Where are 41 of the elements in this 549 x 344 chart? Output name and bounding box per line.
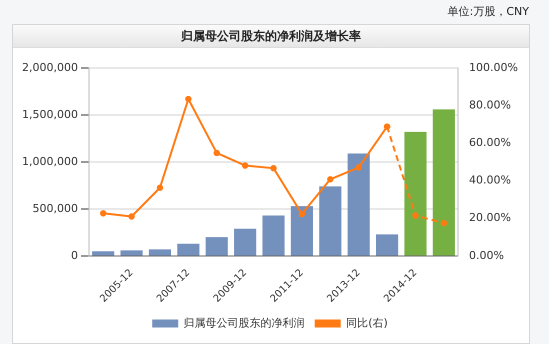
point [128,213,135,220]
legend-label: 归属母公司股东的净利润 [184,316,305,330]
y-tick-label: 1,500,000 [22,108,78,121]
y2-tick-label: 80.00% [469,98,512,112]
bar [262,216,285,256]
point [412,212,419,219]
bar [206,237,228,256]
y-tick-label: 500,000 [32,202,78,215]
point [185,96,192,102]
bar [376,234,398,256]
point [214,150,220,156]
bar [120,250,143,256]
point [440,220,448,226]
point [327,176,334,182]
point [100,210,106,216]
point [156,184,164,191]
y2-tick-label: 40.00% [469,174,512,187]
point [384,123,390,130]
bar [319,186,342,256]
text: 单位:万股，CNY [448,4,529,19]
bar [234,228,256,256]
bar [432,109,455,256]
bar [177,244,200,256]
point [298,210,306,218]
bar [92,251,114,256]
bar [348,154,370,256]
bar [290,206,313,256]
chart-title: 归属母公司股东的净利润及增长率 [13,25,529,48]
point [355,164,362,171]
y2-tick-label: 100.00% [469,60,518,74]
y-tick-label: 0 [70,248,78,262]
y2-tick-label: 0.00% [469,248,504,262]
point [270,164,277,172]
y-tick-label: 2,000,000 [22,60,78,74]
y-tick-label: 1,000,000 [22,154,78,168]
y2-tick-label: 60.00% [469,136,512,150]
point [242,162,248,169]
bar [148,249,172,256]
bar [404,132,427,256]
y2-tick-label: 20.00% [469,211,512,224]
legend-label: 同比(右) [346,316,388,330]
